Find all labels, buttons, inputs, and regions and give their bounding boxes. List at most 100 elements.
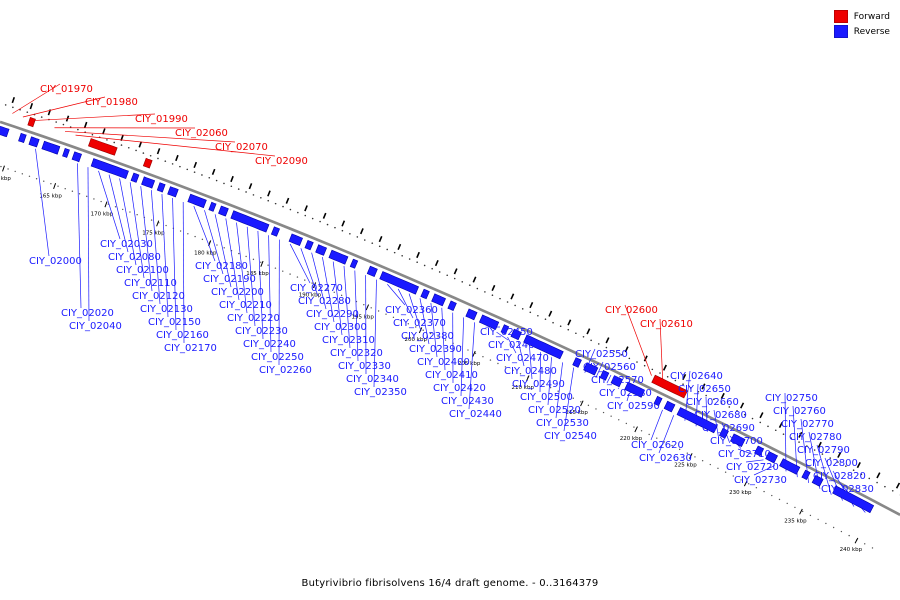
gene-label[interactable]: CIY_02110	[124, 278, 177, 289]
reverse-gene-block[interactable]	[719, 428, 729, 439]
gene-label[interactable]: CIY_02520	[528, 405, 581, 416]
reverse-gene-block[interactable]	[141, 176, 156, 189]
gene-label[interactable]: CIY_02530	[536, 418, 589, 429]
gene-label[interactable]: CIY_02120	[132, 291, 185, 302]
reverse-gene-block[interactable]	[811, 474, 824, 487]
gene-label[interactable]: CIY_02590	[607, 401, 660, 412]
gene-label[interactable]: CIY_02260	[259, 365, 312, 376]
gene-label[interactable]: CIY_02230	[235, 326, 288, 337]
gene-label[interactable]: CIY_02680	[694, 410, 747, 421]
gene-label[interactable]: CIY_02090	[255, 156, 308, 167]
reverse-gene-block[interactable]	[610, 375, 623, 388]
gene-label[interactable]: CIY_02380	[401, 331, 454, 342]
gene-label[interactable]: CIY_02770	[781, 419, 834, 430]
gene-label[interactable]: CIY_02570	[591, 375, 644, 386]
gene-label[interactable]: CIY_02540	[544, 431, 597, 442]
reverse-gene-block[interactable]	[478, 314, 500, 330]
gene-label[interactable]: CIY_02440	[449, 409, 502, 420]
gene-label[interactable]: CIY_02820	[813, 471, 866, 482]
reverse-gene-block[interactable]	[41, 140, 61, 155]
gene-label[interactable]: CIY_02490	[512, 379, 565, 390]
gene-label[interactable]: CIY_02830	[821, 484, 874, 495]
gene-label[interactable]: CIY_02560	[583, 362, 636, 373]
gene-label[interactable]: CIY_02200	[211, 287, 264, 298]
gene-label[interactable]: CIY_02390	[409, 344, 462, 355]
reverse-gene-block[interactable]	[729, 433, 746, 448]
forward-gene-block[interactable]	[27, 117, 36, 128]
gene-label[interactable]: CIY_02000	[29, 256, 82, 267]
gene-label[interactable]: CIY_01990	[135, 114, 188, 125]
gene-label[interactable]: CIY_02030	[100, 239, 153, 250]
gene-label[interactable]: CIY_02630	[639, 453, 692, 464]
gene-label[interactable]: CIY_02020	[61, 308, 114, 319]
reverse-gene-block[interactable]	[230, 210, 270, 233]
reverse-gene-block[interactable]	[130, 172, 140, 183]
gene-label[interactable]: CIY_02340	[346, 374, 399, 385]
gene-label[interactable]: CIY_02290	[306, 309, 359, 320]
gene-label[interactable]: CIY_02660	[686, 397, 739, 408]
reverse-gene-block[interactable]	[801, 469, 811, 481]
gene-label[interactable]: CIY_02130	[140, 304, 193, 315]
reverse-gene-block[interactable]	[90, 158, 129, 179]
gene-label[interactable]: CIY_02040	[69, 321, 122, 332]
reverse-gene-block[interactable]	[523, 334, 564, 360]
gene-label[interactable]: CIY_02650	[678, 384, 731, 395]
reverse-gene-block[interactable]	[0, 125, 10, 138]
gene-label[interactable]: CIY_02100	[116, 265, 169, 276]
gene-label[interactable]: CIY_02190	[203, 274, 256, 285]
reverse-gene-block[interactable]	[304, 240, 314, 251]
reverse-gene-block[interactable]	[379, 271, 419, 295]
reverse-gene-block[interactable]	[366, 265, 378, 277]
gene-label[interactable]: CIY_02160	[156, 330, 209, 341]
reverse-gene-block[interactable]	[754, 445, 765, 457]
reverse-gene-block[interactable]	[510, 328, 522, 341]
reverse-gene-block[interactable]	[765, 451, 779, 464]
reverse-gene-block[interactable]	[624, 381, 645, 398]
reverse-gene-block[interactable]	[208, 201, 217, 212]
reverse-gene-block[interactable]	[583, 362, 599, 376]
reverse-gene-block[interactable]	[349, 258, 359, 269]
gene-label[interactable]: CIY_02410	[425, 370, 478, 381]
gene-label[interactable]: CIY_02780	[789, 432, 842, 443]
gene-label[interactable]: CIY_02150	[148, 317, 201, 328]
reverse-gene-block[interactable]	[663, 400, 676, 413]
gene-label[interactable]: CIY_02250	[251, 352, 304, 363]
reverse-gene-block[interactable]	[28, 136, 40, 148]
gene-label[interactable]: CIY_02080	[108, 252, 161, 263]
gene-label[interactable]: CIY_02480	[504, 366, 557, 377]
reverse-gene-block[interactable]	[500, 324, 510, 335]
reverse-gene-block[interactable]	[218, 205, 229, 217]
reverse-gene-block[interactable]	[288, 233, 303, 246]
gene-label[interactable]: CIY_02460	[488, 340, 541, 351]
reverse-gene-block[interactable]	[832, 485, 875, 514]
forward-gene-block[interactable]	[88, 138, 118, 156]
gene-label[interactable]: CIY_02550	[575, 349, 628, 360]
gene-label[interactable]: CIY_02170	[164, 343, 217, 354]
gene-label[interactable]: CIY_02370	[393, 318, 446, 329]
gene-label[interactable]: CIY_02690	[702, 423, 755, 434]
gene-label[interactable]: CIY_02400	[417, 357, 470, 368]
forward-gene-block[interactable]	[142, 157, 153, 169]
gene-label[interactable]: CIY_01980	[85, 97, 138, 108]
gene-label[interactable]: CIY_02500	[520, 392, 573, 403]
reverse-gene-block[interactable]	[779, 458, 801, 475]
gene-label[interactable]: CIY_02180	[195, 261, 248, 272]
gene-label[interactable]: CIY_02580	[599, 388, 652, 399]
gene-label[interactable]: CIY_02750	[765, 393, 818, 404]
reverse-gene-block[interactable]	[167, 186, 179, 198]
reverse-gene-block[interactable]	[653, 395, 663, 407]
gene-label[interactable]: CIY_02790	[797, 445, 850, 456]
gene-label[interactable]: CIY_02310	[322, 335, 375, 346]
gene-label[interactable]: CIY_02350	[354, 387, 407, 398]
reverse-gene-block[interactable]	[62, 148, 70, 158]
reverse-gene-block[interactable]	[328, 249, 349, 265]
gene-label[interactable]: CIY_02070	[215, 142, 268, 153]
reverse-gene-block[interactable]	[71, 151, 82, 163]
gene-label[interactable]: CIY_02610	[640, 319, 693, 330]
gene-label[interactable]: CIY_02280	[298, 296, 351, 307]
reverse-gene-block[interactable]	[465, 308, 478, 321]
gene-label[interactable]: CIY_02470	[496, 353, 549, 364]
gene-label[interactable]: CIY_02060	[175, 128, 228, 139]
reverse-gene-block[interactable]	[599, 369, 610, 381]
gene-label[interactable]: CIY_02360	[385, 305, 438, 316]
